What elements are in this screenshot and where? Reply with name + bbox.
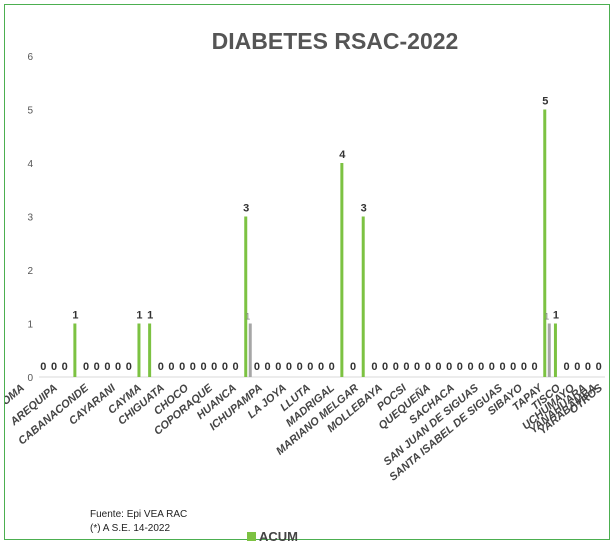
data-label: 0: [435, 361, 441, 373]
data-label: 0: [329, 361, 335, 373]
bar-acum: [73, 323, 77, 377]
data-label: 0: [393, 361, 399, 373]
data-label: 4: [339, 149, 346, 161]
y-tick-label: 4: [27, 159, 33, 170]
chart-title: DIABETES RSAC-2022: [212, 28, 459, 54]
data-label: 5: [542, 96, 548, 108]
legend: ACUM: [247, 529, 298, 544]
data-label: 0: [521, 361, 527, 373]
data-label: 1: [136, 310, 142, 322]
y-tick-label: 1: [27, 320, 33, 331]
data-label: 0: [126, 361, 132, 373]
data-label: 0: [51, 361, 57, 373]
bar-secondary: [547, 323, 551, 377]
bar-secondary: [248, 323, 252, 377]
data-label: 0: [318, 361, 324, 373]
data-label: 0: [457, 361, 463, 373]
data-label: 0: [574, 361, 580, 373]
data-label: 0: [532, 361, 538, 373]
data-label: 0: [371, 361, 377, 373]
data-label: 0: [596, 361, 602, 373]
data-label: 3: [361, 203, 367, 215]
bar-acum: [137, 323, 141, 377]
legend-label: ACUM: [259, 529, 298, 544]
data-label: 0: [83, 361, 89, 373]
data-label: 0: [403, 361, 409, 373]
data-label: 0: [265, 361, 271, 373]
data-label: 0: [179, 361, 185, 373]
data-label: 0: [382, 361, 388, 373]
data-label: 0: [104, 361, 110, 373]
data-label: 0: [564, 361, 570, 373]
data-label: 0: [350, 361, 356, 373]
data-label: 0: [190, 361, 196, 373]
data-label: 0: [478, 361, 484, 373]
data-label: 0: [297, 361, 303, 373]
data-label: 0: [254, 361, 260, 373]
bar-acum: [148, 323, 152, 377]
bar-acum: [340, 163, 344, 377]
data-label: 0: [446, 361, 452, 373]
data-label: 0: [286, 361, 292, 373]
data-label: 0: [94, 361, 100, 373]
bars: [73, 109, 557, 377]
data-label-secondary: 1: [245, 312, 250, 322]
data-label: 0: [499, 361, 505, 373]
data-label: 0: [467, 361, 473, 373]
data-label: 1: [147, 310, 153, 322]
data-label: 1: [553, 310, 559, 322]
y-axis: 0 1 2 3 4 5 6: [27, 52, 605, 384]
y-tick-label: 3: [27, 213, 33, 224]
data-label: 0: [585, 361, 591, 373]
data-label: 0: [168, 361, 174, 373]
y-tick-label: 5: [27, 106, 33, 117]
data-label: 0: [40, 361, 46, 373]
data-label: 0: [211, 361, 217, 373]
bar-acum: [543, 109, 547, 377]
data-label: 1: [72, 310, 78, 322]
y-tick-label: 2: [27, 266, 33, 277]
data-label: 0: [62, 361, 68, 373]
data-label: 0: [200, 361, 206, 373]
y-tick-label: 6: [27, 52, 33, 63]
data-label: 0: [158, 361, 164, 373]
footnote: (*) A S.E. 14-2022: [90, 523, 171, 534]
data-label: 0: [414, 361, 420, 373]
chart-svg: DIABETES RSAC-2022 0 1 2 3 4 5 6 ACHOMAAREQUIP…: [5, 28, 605, 483]
data-label: 0: [115, 361, 121, 373]
bar-acum: [244, 216, 248, 377]
source-note: Fuente: Epi VEA RAC: [90, 509, 188, 520]
data-label: 3: [243, 203, 249, 215]
data-label-secondary: 1: [544, 312, 549, 322]
data-label: 0: [307, 361, 313, 373]
y-tick-label: 0: [27, 373, 33, 384]
chart-frame: DIABETES RSAC-2022 0 1 2 3 4 5 6 ACHOMA AREQUIP…: [4, 4, 610, 544]
data-label: 0: [275, 361, 281, 373]
data-label: 0: [233, 361, 239, 373]
legend-swatch: [247, 532, 256, 541]
x-axis: ACHOMAAREQUIPACABANACONDECAYARANICAYMACH…: [5, 381, 605, 483]
data-label: 0: [489, 361, 495, 373]
bar-acum: [361, 216, 365, 377]
bar-acum: [553, 323, 557, 377]
data-label: 0: [425, 361, 431, 373]
data-label: 0: [510, 361, 516, 373]
data-label: 0: [222, 361, 228, 373]
